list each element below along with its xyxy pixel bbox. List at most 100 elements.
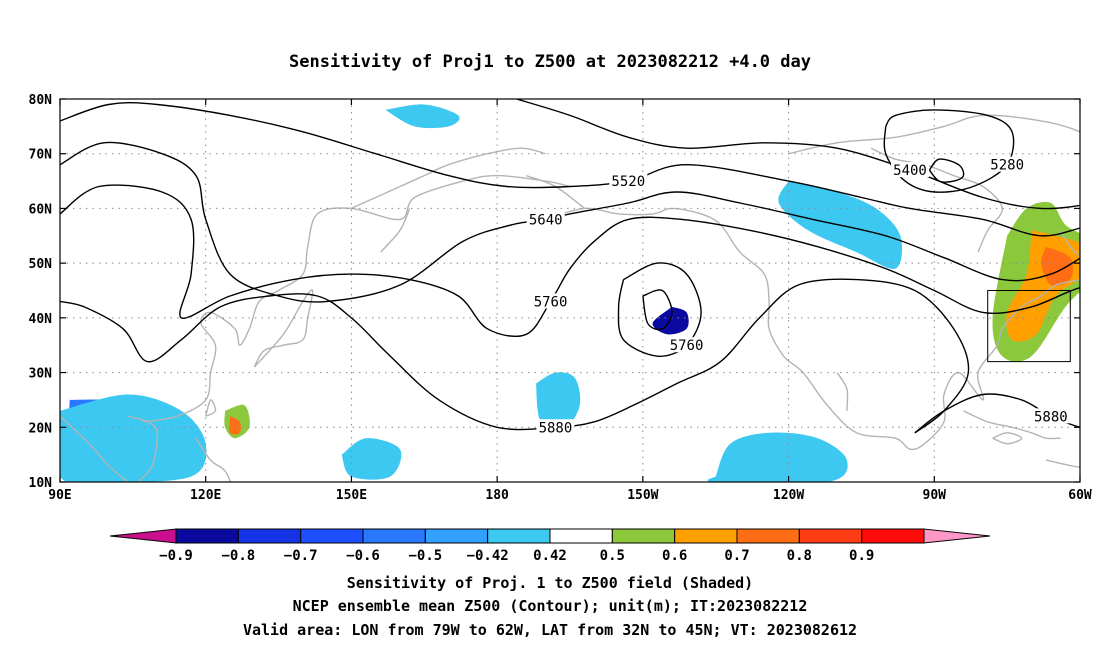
colorbar-box <box>362 528 426 544</box>
x-tick-label: 90E <box>48 488 71 503</box>
y-tick-label: 60N <box>29 202 53 217</box>
colorbar-tick-label: −0.9 <box>159 548 193 564</box>
sensitivity-region-5 <box>60 394 207 482</box>
colorbar-box <box>798 528 863 544</box>
coastline-2 <box>142 174 571 423</box>
colorbar-tick-label: 0.5 <box>600 548 625 564</box>
z500-contours: 5280 5400 5520 5640 5760 5760 5880 5880 <box>60 99 1080 436</box>
colorbar-box <box>175 528 239 544</box>
x-tick-label: 120W <box>773 488 804 503</box>
contour-label-5760: 5760 <box>670 338 704 354</box>
coastline-8 <box>836 372 849 411</box>
colorbar: −0.9 −0.8 −0.7 −0.6 −0.5 −0.42 0.42 0.5 0.6 0.7 0.… <box>109 528 991 564</box>
contour-line-5880 <box>914 393 1080 434</box>
sensitivity-region-7 <box>1087 120 1100 216</box>
contour-label-bg <box>667 337 706 353</box>
colorbar-min-arrow <box>109 528 177 544</box>
sensitivity-region-0 <box>652 306 689 335</box>
sensitivity-region-3 <box>1093 137 1100 201</box>
y-tick-label: 40N <box>29 312 53 327</box>
sensitivity-region-12 <box>341 438 402 480</box>
coastline-0 <box>60 415 129 482</box>
colorbar-box <box>549 528 613 544</box>
contour-label-5400: 5400 <box>893 163 927 179</box>
colorbar-tick-label: −0.42 <box>467 548 509 564</box>
colorbar-tick-label: −0.6 <box>346 548 380 564</box>
sensitivity-region-10 <box>385 104 460 129</box>
contour-line-5760 <box>60 184 1080 337</box>
colorbar-max-arrow <box>923 528 991 544</box>
coastline-10 <box>788 114 1080 155</box>
x-axis-ticks: 90E 120E 150E 180 150W 120W 90W 60W <box>48 99 1092 503</box>
x-tick-label: 150E <box>336 488 367 503</box>
map-frame <box>59 98 1081 483</box>
contour-line-5760 <box>642 289 673 331</box>
y-tick-label: 20N <box>29 421 53 436</box>
colorbar-box <box>424 528 489 544</box>
x-tick-label: 120E <box>190 488 221 503</box>
y-tick-label: 80N <box>29 93 53 108</box>
coastline-16 <box>351 147 546 210</box>
coastline-7 <box>545 207 1080 451</box>
contour-label-5760: 5760 <box>534 294 568 310</box>
coastline-6 <box>380 208 411 253</box>
sensitivity-region-19 <box>1041 246 1074 286</box>
map-plot-area: 5280 5400 5520 5640 5760 5760 5880 5880 <box>59 98 1100 483</box>
contour-label-bg <box>531 293 570 309</box>
x-tick-label: 180 <box>485 488 509 503</box>
y-tick-label: 10N <box>29 476 53 491</box>
colorbar-box <box>487 528 551 544</box>
colorbar-tick-label: 0.7 <box>724 548 749 564</box>
coastline-12 <box>963 410 1061 440</box>
footer-line-1: Sensitivity of Proj. 1 to Z500 field (Sh… <box>347 574 753 592</box>
contour-line-5400 <box>516 99 1080 210</box>
coastline-11 <box>1079 126 1080 128</box>
colorbar-box <box>674 528 738 544</box>
contour-label-bg <box>609 173 648 189</box>
y-axis-ticks: 10N 20N 30N 40N 50N 60N 70N 80N <box>29 93 1080 491</box>
colorbar-tick-label: 0.6 <box>662 548 687 564</box>
contour-label-5520: 5520 <box>611 174 645 190</box>
contour-label-bg <box>891 162 929 178</box>
contour-label-bg <box>988 156 1027 172</box>
y-tick-label: 30N <box>29 367 53 382</box>
x-tick-label: 90W <box>923 488 947 503</box>
contour-label-bg <box>526 211 565 227</box>
y-tick-label: 50N <box>29 257 53 272</box>
colorbar-tick-label: −0.5 <box>408 548 442 564</box>
colorbar-box <box>300 528 364 544</box>
x-tick-label: 60W <box>1068 488 1092 503</box>
colorbar-box <box>237 528 302 544</box>
chart-title: Sensitivity of Proj1 to Z500 at 20230822… <box>289 52 811 72</box>
contour-label-5280: 5280 <box>990 158 1024 174</box>
x-tick-label: 150W <box>627 488 658 503</box>
colorbar-tick-label: 0.9 <box>849 548 874 564</box>
valid-area <box>987 290 1071 363</box>
coastline-13 <box>992 432 1023 445</box>
colorbar-box <box>736 528 800 544</box>
coastline-5 <box>195 437 232 482</box>
coastline-4 <box>205 399 217 417</box>
footer-line-2: NCEP ensemble mean Z500 (Contour); unit(… <box>293 597 808 615</box>
colorbar-tick-label: 0.8 <box>787 548 812 564</box>
contour-label-5880: 5880 <box>1034 409 1068 425</box>
colorbar-tick-label: 0.42 <box>533 548 567 564</box>
coastline-14 <box>1045 459 1080 469</box>
sensitivity-region-15 <box>259 252 274 269</box>
sensitivity-region-8 <box>707 432 848 482</box>
coastline-9 <box>870 147 1003 253</box>
coastline-1 <box>127 415 158 482</box>
colorbar-tick-label: −0.7 <box>284 548 318 564</box>
valid-area-box <box>987 290 1071 363</box>
colorbar-box <box>861 528 925 544</box>
colorbar-tick-label: −0.8 <box>221 548 255 564</box>
footer-line-3: Valid area: LON from 79W to 62W, LAT fro… <box>243 621 857 639</box>
contour-label-5880: 5880 <box>539 420 573 436</box>
sensitivity-region-20 <box>229 416 241 435</box>
contour-label-bg <box>536 419 575 435</box>
contour-label-5640: 5640 <box>529 212 563 228</box>
y-tick-label: 70N <box>29 148 53 163</box>
coastlines <box>60 114 1080 482</box>
colorbar-box <box>611 528 676 544</box>
